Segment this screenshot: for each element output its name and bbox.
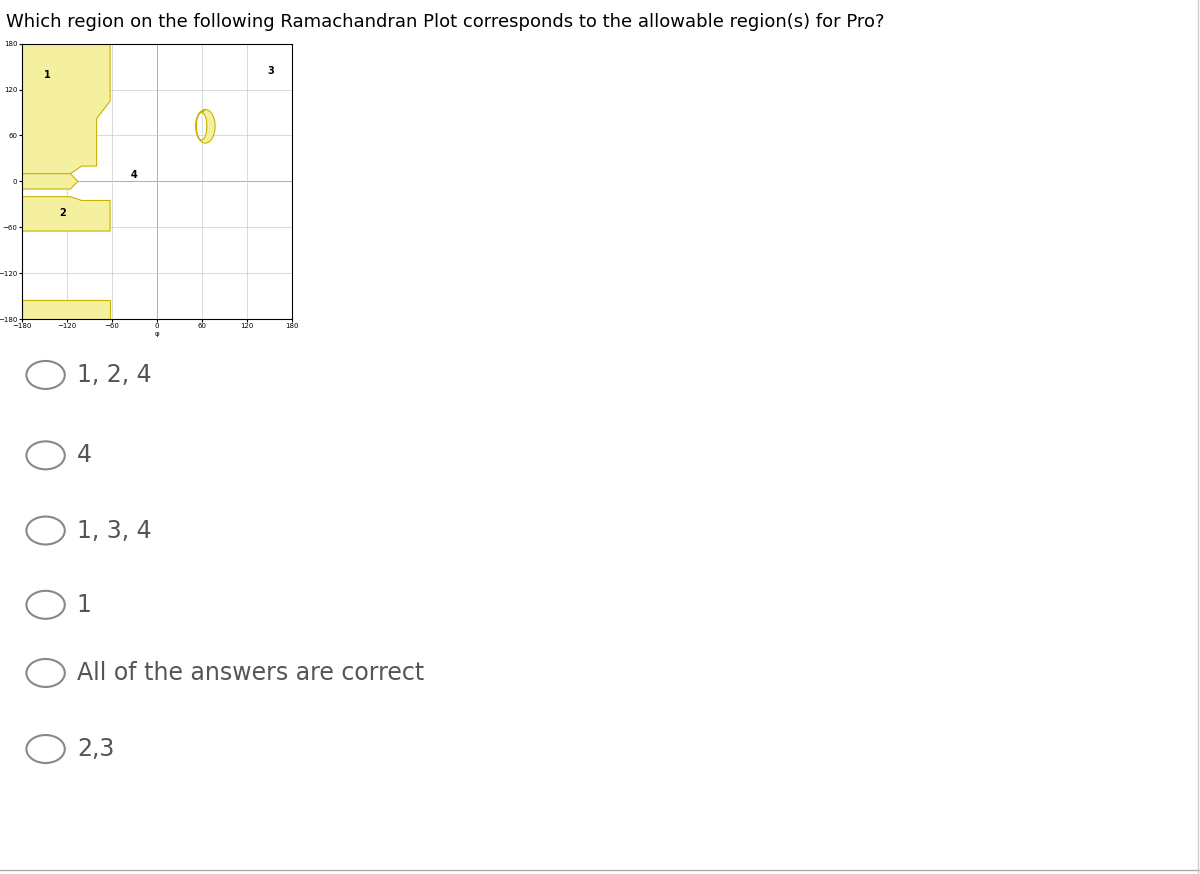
Text: All of the answers are correct: All of the answers are correct xyxy=(77,661,424,685)
Text: 1: 1 xyxy=(44,70,50,80)
X-axis label: φ: φ xyxy=(155,330,158,336)
Polygon shape xyxy=(22,300,110,319)
Polygon shape xyxy=(22,44,110,174)
Text: 1, 2, 4: 1, 2, 4 xyxy=(77,363,151,387)
Text: 3: 3 xyxy=(268,66,275,76)
Text: 4: 4 xyxy=(77,443,91,468)
Text: 2,3: 2,3 xyxy=(77,737,114,761)
Polygon shape xyxy=(22,174,78,189)
Text: 2: 2 xyxy=(59,208,66,218)
Text: 1, 3, 4: 1, 3, 4 xyxy=(77,518,151,543)
Text: 1: 1 xyxy=(77,593,91,617)
Text: 4: 4 xyxy=(131,170,137,179)
Polygon shape xyxy=(22,197,110,231)
Polygon shape xyxy=(196,109,215,143)
Text: Which region on the following Ramachandran Plot corresponds to the allowable reg: Which region on the following Ramachandr… xyxy=(6,13,884,31)
